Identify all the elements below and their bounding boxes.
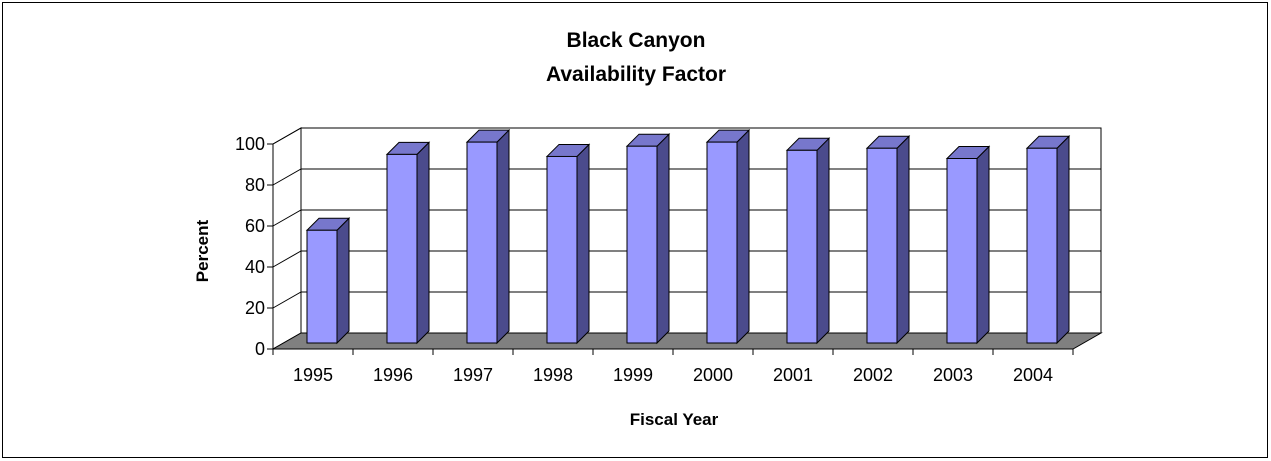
y-tick-label: 40 xyxy=(245,257,265,277)
y-tick-label: 60 xyxy=(245,216,265,236)
y-tick-label: 0 xyxy=(255,339,265,359)
bar-side xyxy=(576,143,590,345)
gridline xyxy=(272,291,1101,309)
x-tick-label: 1995 xyxy=(293,365,333,385)
x-tick-label: 1999 xyxy=(613,365,653,385)
bar-side xyxy=(496,128,510,345)
bar xyxy=(625,132,671,345)
bar-front xyxy=(306,229,338,344)
gridline xyxy=(272,209,1101,227)
gridline xyxy=(272,168,1101,186)
x-tick-label: 2003 xyxy=(933,365,973,385)
bar-front xyxy=(786,149,818,344)
bar-front xyxy=(386,153,418,344)
gridline xyxy=(272,250,1101,268)
bar-front xyxy=(946,158,978,344)
plot-side-wall xyxy=(272,127,302,350)
bar xyxy=(785,137,831,345)
gridline xyxy=(272,127,1101,145)
y-tick-label: 100 xyxy=(235,134,265,154)
bar-side xyxy=(816,137,830,345)
bar-side xyxy=(656,132,670,345)
bar xyxy=(1025,135,1071,345)
bar-front xyxy=(1026,147,1058,344)
bar xyxy=(465,128,511,345)
y-axis: 0 20 40 60 80 100 xyxy=(235,134,273,359)
bar-side xyxy=(416,141,430,345)
bar-front xyxy=(466,141,498,344)
bar-side xyxy=(1056,135,1070,345)
bar-side xyxy=(336,217,350,345)
bar-front xyxy=(706,141,738,344)
bar xyxy=(305,217,351,345)
y-axis-title: Percent xyxy=(193,219,212,282)
y-tick-label: 20 xyxy=(245,298,265,318)
bar-front xyxy=(866,147,898,344)
bar-front xyxy=(546,155,578,344)
x-axis: 1995 1996 1997 1998 1999 2000 2001 2002 2003 2004 xyxy=(272,348,1074,385)
bar-side xyxy=(896,135,910,345)
x-axis-title: Fiscal Year xyxy=(630,410,719,429)
x-tick-label: 1998 xyxy=(533,365,573,385)
bar xyxy=(545,143,591,345)
x-tick-label: 2000 xyxy=(693,365,733,385)
bar-side xyxy=(976,145,990,345)
bar-side xyxy=(736,128,750,345)
x-tick-label: 1997 xyxy=(453,365,493,385)
y-tick-label: 80 xyxy=(245,175,265,195)
chart-svg: Black Canyon Availability Factor 0 20 40 60… xyxy=(193,29,1103,429)
x-tick-label: 1996 xyxy=(373,365,413,385)
bar xyxy=(865,135,911,345)
bar-front xyxy=(626,145,658,344)
x-tick-label: 2001 xyxy=(773,365,813,385)
chart-title-line-1: Black Canyon xyxy=(567,29,706,52)
bar xyxy=(705,128,751,345)
bar xyxy=(385,141,431,345)
chart-title-line-2: Availability Factor xyxy=(546,63,726,86)
bars xyxy=(305,128,1071,345)
bar xyxy=(945,145,991,345)
x-tick-label: 2002 xyxy=(853,365,893,385)
x-tick-label: 2004 xyxy=(1013,365,1053,385)
